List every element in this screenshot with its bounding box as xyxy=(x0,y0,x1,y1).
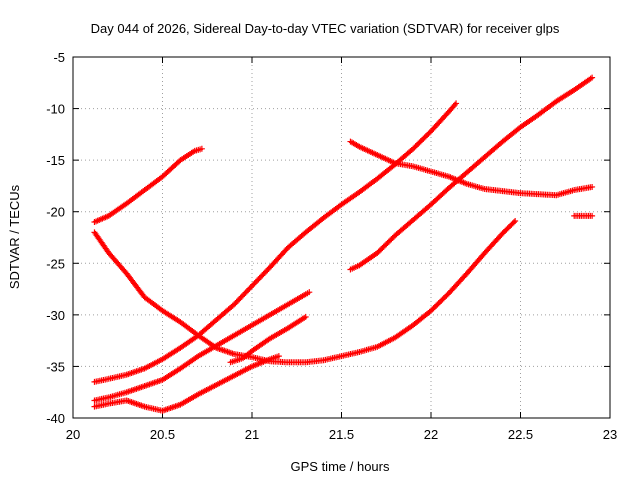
grid-lines xyxy=(73,57,610,418)
data-point xyxy=(198,145,205,152)
data-points xyxy=(91,74,596,414)
x-tick-label: 21.5 xyxy=(329,427,354,442)
data-point xyxy=(453,100,460,107)
data-point xyxy=(302,313,309,320)
y-tick-label: -35 xyxy=(46,359,65,374)
series-arc-8 xyxy=(347,74,596,273)
x-tick-label: 20 xyxy=(66,427,80,442)
x-tick-label: 22 xyxy=(424,427,438,442)
data-point xyxy=(510,219,517,226)
data-point xyxy=(451,101,458,108)
x-tick-label: 21 xyxy=(245,427,259,442)
series-arc-3 xyxy=(91,100,460,385)
y-tick-label: -10 xyxy=(46,102,65,117)
data-point xyxy=(589,212,596,219)
series-arc-4 xyxy=(91,289,313,404)
x-tick-labels: 20 20.5 21 21.5 22 22.5 23 xyxy=(66,427,617,442)
y-axis-label: SDTVAR / TECUs xyxy=(7,184,22,289)
data-point xyxy=(275,353,282,360)
series-arc-2 xyxy=(91,217,519,366)
y-tick-label: -5 xyxy=(53,50,65,65)
x-axis-label: GPS time / hours xyxy=(291,459,390,474)
y-tick-label: -15 xyxy=(46,153,65,168)
y-tick-label: -20 xyxy=(46,205,65,220)
x-tick-label: 20.5 xyxy=(150,427,175,442)
data-point xyxy=(589,74,596,81)
chart-title: Day 044 of 2026, Sidereal Day-to-day VTE… xyxy=(91,21,560,36)
series-arc-5 xyxy=(91,353,282,414)
data-point xyxy=(512,217,519,224)
y-tick-label: -30 xyxy=(46,308,65,323)
y-tick-label: -25 xyxy=(46,256,65,271)
series-arc-9 xyxy=(571,212,596,219)
y-tick-labels: -40 -35 -30 -25 -20 -15 -10 -5 xyxy=(46,50,65,426)
x-tick-label: 22.5 xyxy=(508,427,533,442)
y-tick-label: -40 xyxy=(46,411,65,426)
series-arc-1 xyxy=(91,145,205,226)
data-point xyxy=(589,183,596,190)
data-point xyxy=(306,289,313,296)
x-tick-label: 23 xyxy=(603,427,617,442)
series-arc-6 xyxy=(227,313,309,366)
